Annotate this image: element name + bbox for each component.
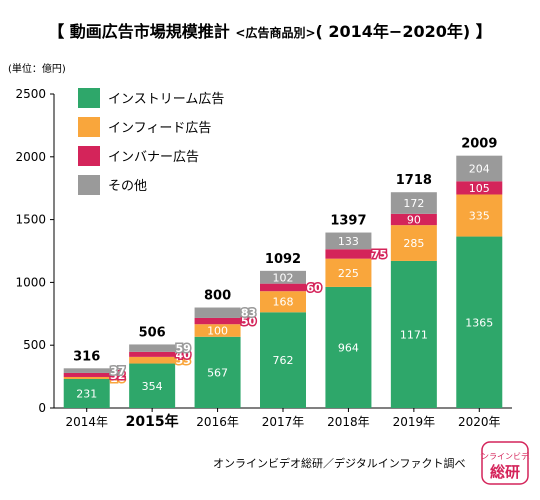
legend-swatch: [78, 88, 100, 108]
data-label: 102: [273, 271, 294, 284]
data-label: 60: [306, 281, 322, 294]
data-label: 172: [403, 197, 424, 210]
legend-swatch: [78, 175, 100, 195]
bar-segment: [390, 192, 437, 214]
title-end: ( 2014年−2020年) 】: [315, 22, 492, 41]
data-label: 59: [175, 342, 190, 355]
data-label: 83: [241, 307, 256, 320]
stamp-top-text: オンラインビデオ: [480, 451, 530, 461]
bar-segment: [260, 270, 306, 284]
data-label: 1171: [400, 328, 428, 341]
total-label: 506: [139, 325, 166, 340]
data-label: 762: [273, 354, 294, 367]
bar-segment: [63, 372, 110, 377]
legend-label: その他: [108, 179, 147, 194]
data-label: 1365: [465, 316, 493, 329]
total-label: 1397: [330, 214, 366, 229]
bar-segment: [260, 283, 306, 292]
bar-segment: [129, 356, 176, 364]
data-label: 133: [338, 235, 359, 248]
title-sub: <広告商品別>: [235, 26, 316, 40]
x-tick-label: 2018年: [327, 415, 370, 429]
data-label: 231: [76, 387, 97, 400]
data-label: 16: [110, 372, 126, 385]
data-label: 354: [142, 380, 163, 393]
bar-segment: [456, 194, 503, 237]
data-label: 567: [207, 366, 228, 379]
y-tick-label: 500: [23, 338, 46, 352]
bar-segment: [325, 232, 372, 250]
data-label: 204: [469, 162, 490, 175]
bar-segment: [325, 258, 372, 287]
data-label: 168: [273, 296, 294, 309]
stamp-bottom-text: 総研: [490, 463, 520, 481]
bar-segment: [129, 363, 176, 408]
bar-segment: [260, 312, 306, 408]
data-label: 37: [110, 365, 125, 378]
bar-segment: [194, 307, 241, 318]
total-label: 800: [204, 289, 231, 304]
data-label: 285: [403, 237, 424, 250]
unit-label: (単位：億円): [8, 64, 66, 75]
data-label: 32: [110, 369, 125, 382]
y-tick-label: 2000: [15, 150, 46, 164]
bar-segment: [63, 368, 110, 373]
bar-segment: [390, 225, 437, 261]
data-label: 90: [407, 213, 421, 226]
x-tick-label: 2016年: [196, 415, 239, 429]
bar-segment: [456, 236, 503, 408]
x-tick-label: 2014年: [65, 415, 108, 429]
bar-segment: [194, 324, 241, 337]
bar-segment: [456, 155, 503, 182]
bar-segment: [194, 336, 241, 408]
legend-label: インバナー広告: [108, 150, 199, 165]
bar-segment: [260, 291, 306, 313]
data-label: 53: [175, 354, 190, 367]
x-tick-label: 2015年: [126, 413, 179, 430]
x-tick-label: 2019年: [393, 415, 436, 429]
data-label: 50: [241, 315, 257, 328]
y-tick-label: 2500: [15, 87, 46, 101]
x-tick-label: 2017年: [262, 415, 305, 429]
data-label: 335: [469, 210, 490, 223]
y-tick-label: 0: [38, 401, 46, 415]
bar-segment: [63, 378, 110, 408]
publisher-stamp-logo: オンラインビデオ 総研: [480, 441, 530, 485]
legend-label: インフィード広告: [108, 121, 211, 136]
data-label: 964: [338, 341, 359, 354]
data-label: 75: [372, 248, 387, 261]
bar-segment: [456, 181, 503, 195]
data-label: 40: [175, 348, 191, 361]
total-label: 1718: [396, 173, 432, 188]
data-label: 105: [469, 182, 490, 195]
bar-segment: [325, 286, 372, 408]
data-label: 225: [338, 267, 359, 280]
bar-segment: [129, 351, 176, 357]
title-main: 【 動画広告市場規模推計: [48, 22, 230, 41]
source-credit: オンラインビデオ総研／デジタルインファクト調べ: [213, 457, 466, 470]
data-label: 100: [207, 325, 228, 338]
bar-segment: [325, 249, 372, 259]
chart-title: 【 動画広告市場規模推計 <広告商品別>( 2014年−2020年) 】: [0, 18, 540, 42]
bar-segment: [390, 260, 437, 408]
y-tick-label: 1500: [15, 213, 46, 227]
bar-segment: [129, 344, 176, 352]
x-tick-label: 2020年: [458, 415, 501, 429]
total-label: 2009: [461, 137, 497, 152]
bar-segment: [194, 317, 241, 325]
total-label: 316: [73, 349, 100, 364]
y-tick-label: 1000: [15, 275, 46, 289]
legend-swatch: [78, 146, 100, 166]
legend-label: インストリーム広告: [108, 92, 224, 107]
bar-segment: [390, 213, 437, 226]
bar-segment: [63, 376, 110, 379]
legend-swatch: [78, 117, 100, 137]
total-label: 1092: [265, 252, 301, 267]
